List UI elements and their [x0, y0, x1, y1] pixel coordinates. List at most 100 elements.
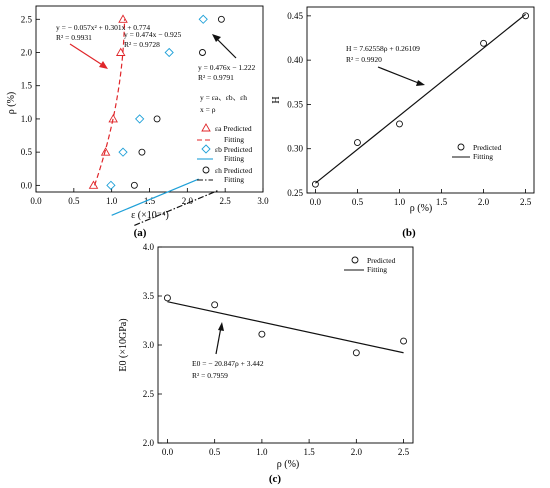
panel-c-label: (c) [269, 473, 282, 485]
data-point-diamond [135, 114, 145, 124]
data-point-circle [353, 139, 361, 146]
y-tick-label: 3.0 [143, 340, 155, 350]
y-tick-label: 1.0 [21, 114, 33, 124]
data-point-circle [163, 294, 171, 302]
data-point-circle [130, 181, 138, 189]
data-point-circle [153, 115, 161, 123]
data-point-diamond [118, 147, 128, 157]
annotation-arrow-black [212, 34, 237, 59]
panel-a-xlabel: ε (×10⁻⁴) [131, 210, 169, 221]
annotation-line: y = εa、εb、εh [200, 93, 247, 102]
annotation-line: E0 = − 20.847ρ + 3.442 [192, 359, 264, 368]
legend-label: Fitting [224, 154, 244, 163]
legend-item: εh Predicted [202, 166, 252, 175]
legend-item: Fitting [197, 175, 244, 184]
data-point-triangle [108, 114, 118, 123]
y-tick-label: 2.5 [143, 389, 155, 399]
legend-item: εb Predicted [201, 144, 252, 154]
annotation-linear-black: y = 0.476x − 1.222 R² = 0.9791 [198, 63, 255, 82]
panel-b: 0.0 0.5 1.0 1.5 2.0 2.5 0.250.300.350.400.45 … [271, 6, 535, 239]
y-tick-label: 0.5 [21, 147, 33, 157]
legend-label: Fitting [224, 175, 244, 184]
annotation-line: y = − 0.057x² + 0.301x + 0.774 [56, 23, 150, 32]
x-tick-label: 0.5 [68, 196, 80, 206]
panel-b-legend: Predicted Fitting [452, 143, 502, 161]
data-point-diamond [198, 14, 208, 24]
data-point-circle [138, 148, 146, 156]
y-tick-label: 2.0 [143, 438, 155, 448]
x-tick-label: 1.5 [303, 447, 315, 457]
annotation-line: H = 7.62558ρ + 0.26109 [346, 44, 420, 53]
panel-c-xlabel: ρ (%) [277, 459, 299, 470]
data-point-circle [396, 120, 403, 128]
panel-b-ylabel: H [271, 96, 282, 103]
y-tick-label: 2.5 [21, 14, 33, 24]
y-tick-label: 3.5 [143, 291, 155, 301]
annotation-arrow [215, 322, 224, 355]
legend-marker-diamond [201, 144, 211, 154]
x-tick-label: 2.0 [351, 447, 363, 457]
panel-a-ylabel: ρ (%) [6, 92, 17, 114]
panel-a: 0.0 0.5 1.0 1.5 2.0 2.5 3.0 0.0 0.5 1.0 1.5 2.0 2.5… [6, 5, 269, 239]
legend-label: Fitting [473, 152, 493, 161]
x-tick-label: 0.0 [162, 447, 174, 457]
legend-label: Fitting [367, 265, 387, 274]
annotation-arrow-red [69, 43, 108, 69]
fit-line-quadratic [94, 19, 126, 186]
x-tick-label: 1.0 [256, 447, 268, 457]
data-point-triangle [118, 14, 128, 23]
fit-line-linear [167, 301, 404, 354]
annotation-linear-blue: y = 0.474x − 0.925 R² = 0.9728 [124, 30, 181, 49]
panel-b-label: (b) [402, 227, 416, 239]
x-tick-label: 0.0 [310, 197, 322, 207]
x-tick-label: 1.0 [106, 196, 118, 206]
x-tick-label: 2.0 [478, 197, 490, 207]
y-tick-label: 0.30 [287, 144, 303, 154]
y-tick-label: 1.5 [21, 81, 33, 91]
legend-item: Predicted [457, 143, 502, 152]
x-tick-label: 2.0 [182, 196, 194, 206]
legend-marker-triangle [201, 123, 211, 132]
legend-marker-circle [351, 256, 359, 264]
data-point-circle [400, 337, 408, 345]
panel-a-legend: εa Predicted Fitting εb Predicted Fittin… [197, 123, 252, 184]
data-point-circle [311, 180, 319, 188]
annotation-line: y = 0.476x − 1.222 [198, 63, 255, 72]
annotation-line: x = ρ [200, 105, 216, 114]
fit-line-linear [315, 13, 526, 184]
legend-marker-circle [457, 143, 465, 151]
y-tick-label: 0.40 [287, 55, 303, 65]
x-tick-label: 0.5 [352, 197, 364, 207]
y-tick-label: 0.25 [287, 188, 303, 198]
y-tick-label: 4.0 [143, 242, 155, 252]
legend-item: Fitting [197, 154, 244, 163]
x-tick-label: 2.5 [520, 197, 532, 207]
annotation-line: R² = 0.9791 [198, 73, 234, 82]
data-point-circle [211, 301, 219, 309]
legend-item: Fitting [344, 265, 387, 274]
legend-label: Predicted [367, 256, 396, 265]
panel-c-ylabel: E0 (×10GPa) [118, 318, 129, 371]
data-point-triangle [88, 180, 99, 189]
annotation-e0-fit: E0 = − 20.847ρ + 3.442 R² = 0.7959 [192, 359, 264, 380]
legend-label: εa Predicted [215, 124, 252, 133]
annotation-line: R² = 0.7959 [192, 371, 228, 380]
data-point-diamond [164, 47, 174, 58]
legend-label: Predicted [473, 143, 502, 152]
annotation-quadratic: y = − 0.057x² + 0.301x + 0.774 R² = 0.99… [56, 23, 150, 42]
annotation-line: R² = 0.9920 [346, 55, 382, 64]
legend-label: εh Predicted [215, 166, 252, 175]
data-point-circle [258, 330, 266, 338]
panel-c: 0.0 0.5 1.0 1.5 2.0 2.5 2.0 2.5 3.0 3.5 4.0 ρ (%)… [118, 242, 414, 485]
x-tick-label: 1.5 [144, 196, 156, 206]
x-tick-label: 3.0 [257, 196, 269, 206]
data-point-circle [199, 49, 206, 56]
annotation-arrow [377, 66, 425, 86]
panel-b-frame [306, 6, 535, 194]
legend-item: εa Predicted [201, 123, 252, 133]
x-tick-label: 1.0 [394, 197, 406, 207]
data-point-triangle [115, 47, 126, 56]
x-tick-label: 2.5 [220, 196, 232, 206]
legend-item: Fitting [197, 135, 244, 144]
fit-line-linear [111, 178, 199, 216]
